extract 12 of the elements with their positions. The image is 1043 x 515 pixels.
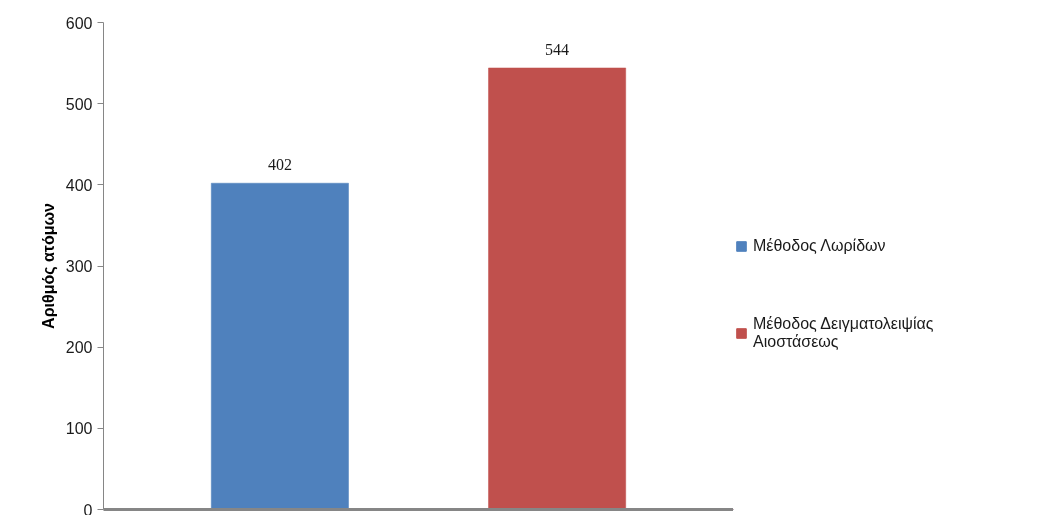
y-tick-label: 600 <box>65 14 93 32</box>
y-tick-label: 100 <box>65 420 93 438</box>
data-label: 402 <box>267 156 292 174</box>
legend-label: Μέθοδος Δειγματολειψίας Αιοστάσεως <box>753 315 934 351</box>
y-tick-label: 0 <box>83 501 93 515</box>
y-tick-label: 500 <box>65 95 93 113</box>
y-axis-title: Αριθμός ατόμων <box>39 202 58 329</box>
legend-label: Μέθοδος Λωρίδων <box>753 237 886 255</box>
data-label: 544 <box>545 40 570 58</box>
y-tick-label: 400 <box>65 176 93 194</box>
y-tick-label: 200 <box>65 339 93 357</box>
y-tick-label: 300 <box>65 258 93 275</box>
